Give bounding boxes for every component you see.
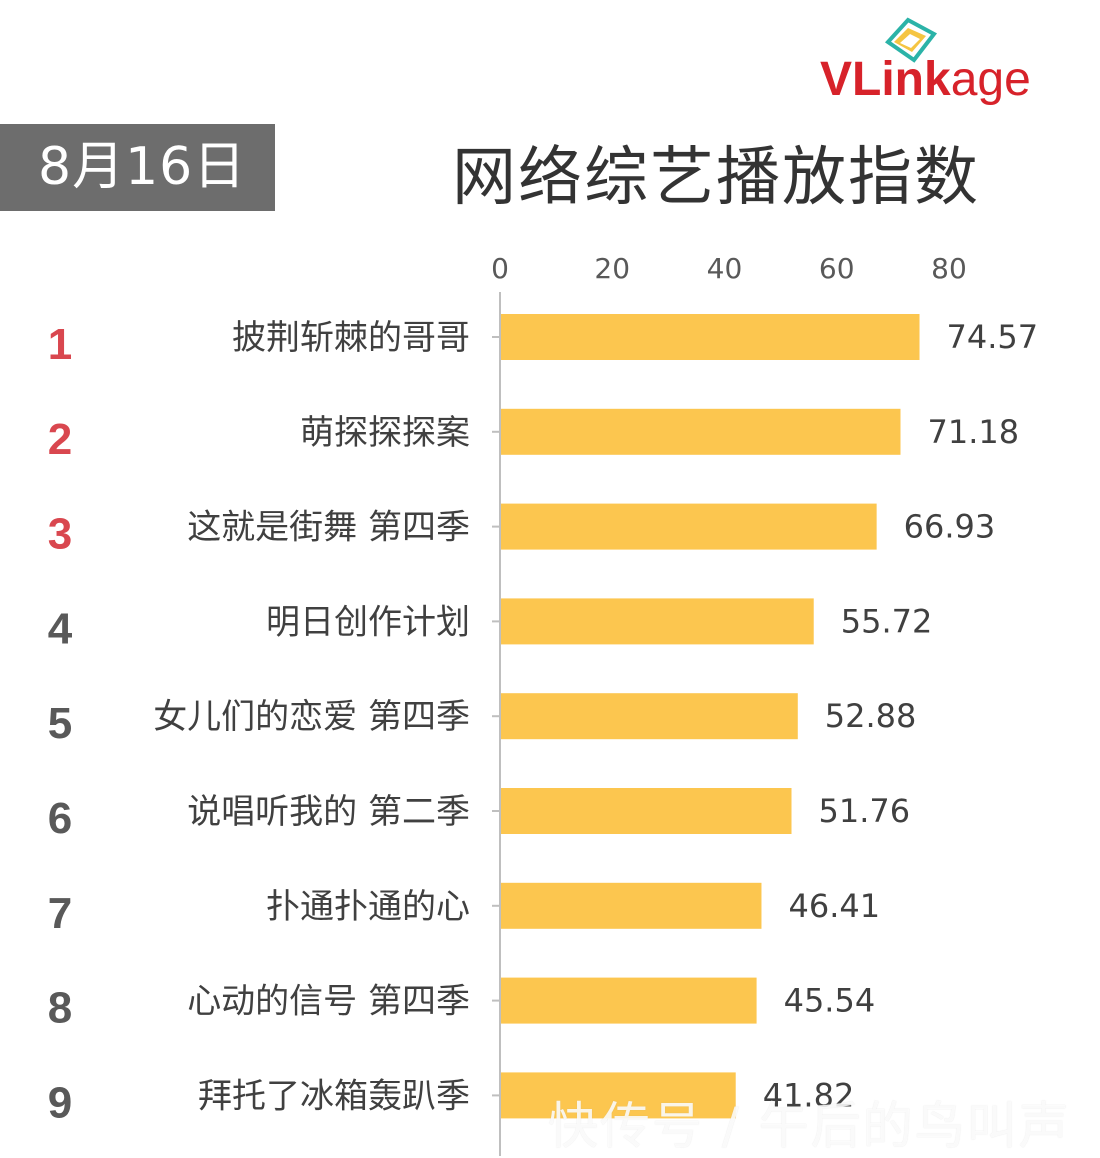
value-label: 55.72	[841, 602, 933, 640]
bar-chart: 0 20 40 60 80 74.57 披荆斩棘的哥哥 1 71.18 萌探探探案 2 66.93 这就…	[48, 252, 1039, 1156]
bar	[501, 598, 814, 645]
bar	[501, 882, 762, 929]
x-tick-label: 80	[931, 252, 967, 285]
logo-text: VLinkage	[820, 52, 1031, 108]
bar	[501, 977, 757, 1024]
rank-number: 6	[48, 794, 72, 843]
logo-mark-icon	[884, 17, 938, 63]
category-label: 披荆斩棘的哥哥	[232, 318, 470, 358]
rank-number: 1	[48, 320, 72, 369]
category-label: 心动的信号 第四季	[187, 982, 470, 1022]
value-label: 46.41	[788, 887, 880, 925]
rank-number: 9	[48, 1078, 72, 1127]
value-label: 74.57	[947, 318, 1039, 356]
bar	[501, 408, 901, 455]
value-label: 51.76	[819, 792, 911, 830]
date-badge: 8月16日	[0, 124, 275, 211]
value-label: 41.82	[763, 1076, 855, 1114]
logo-text-vlink: VLink	[820, 53, 951, 106]
value-label: 45.54	[784, 982, 876, 1020]
category-label: 明日创作计划	[266, 602, 470, 642]
category-label: 女儿们的恋爱 第四季	[153, 697, 470, 737]
value-label: 52.88	[825, 697, 917, 735]
x-tick-label: 0	[491, 252, 509, 285]
chart-title: 网络综艺播放指数	[452, 141, 980, 215]
category-label: 说唱听我的 第二季	[187, 792, 470, 832]
category-label: 这就是街舞 第四季	[187, 508, 470, 548]
value-label: 66.93	[904, 508, 996, 546]
category-label: 萌探探探案	[300, 413, 470, 453]
rank-number: 4	[48, 604, 73, 653]
x-tick-label: 20	[594, 252, 630, 285]
bar	[501, 788, 792, 834]
x-tick-label: 40	[707, 252, 743, 285]
x-tick-label: 60	[819, 252, 855, 285]
rank-number: 7	[48, 889, 72, 938]
category-label: 拜托了冰箱轰趴季	[198, 1076, 470, 1116]
watermark: 快传号 / 午后的鸟叫声	[548, 1097, 1071, 1155]
rank-number: 5	[48, 699, 72, 748]
rank-number: 3	[48, 510, 72, 559]
logo-text-age: age	[950, 53, 1031, 106]
vlinkage-logo: VLinkage	[820, 12, 1070, 107]
bar	[501, 1072, 736, 1119]
rank-number: 8	[48, 984, 72, 1033]
bar	[501, 503, 877, 550]
bar	[501, 693, 798, 740]
category-label: 扑通扑通的心	[266, 887, 470, 927]
value-label: 71.18	[927, 413, 1019, 451]
bar	[501, 314, 920, 360]
rank-number: 2	[48, 415, 72, 464]
